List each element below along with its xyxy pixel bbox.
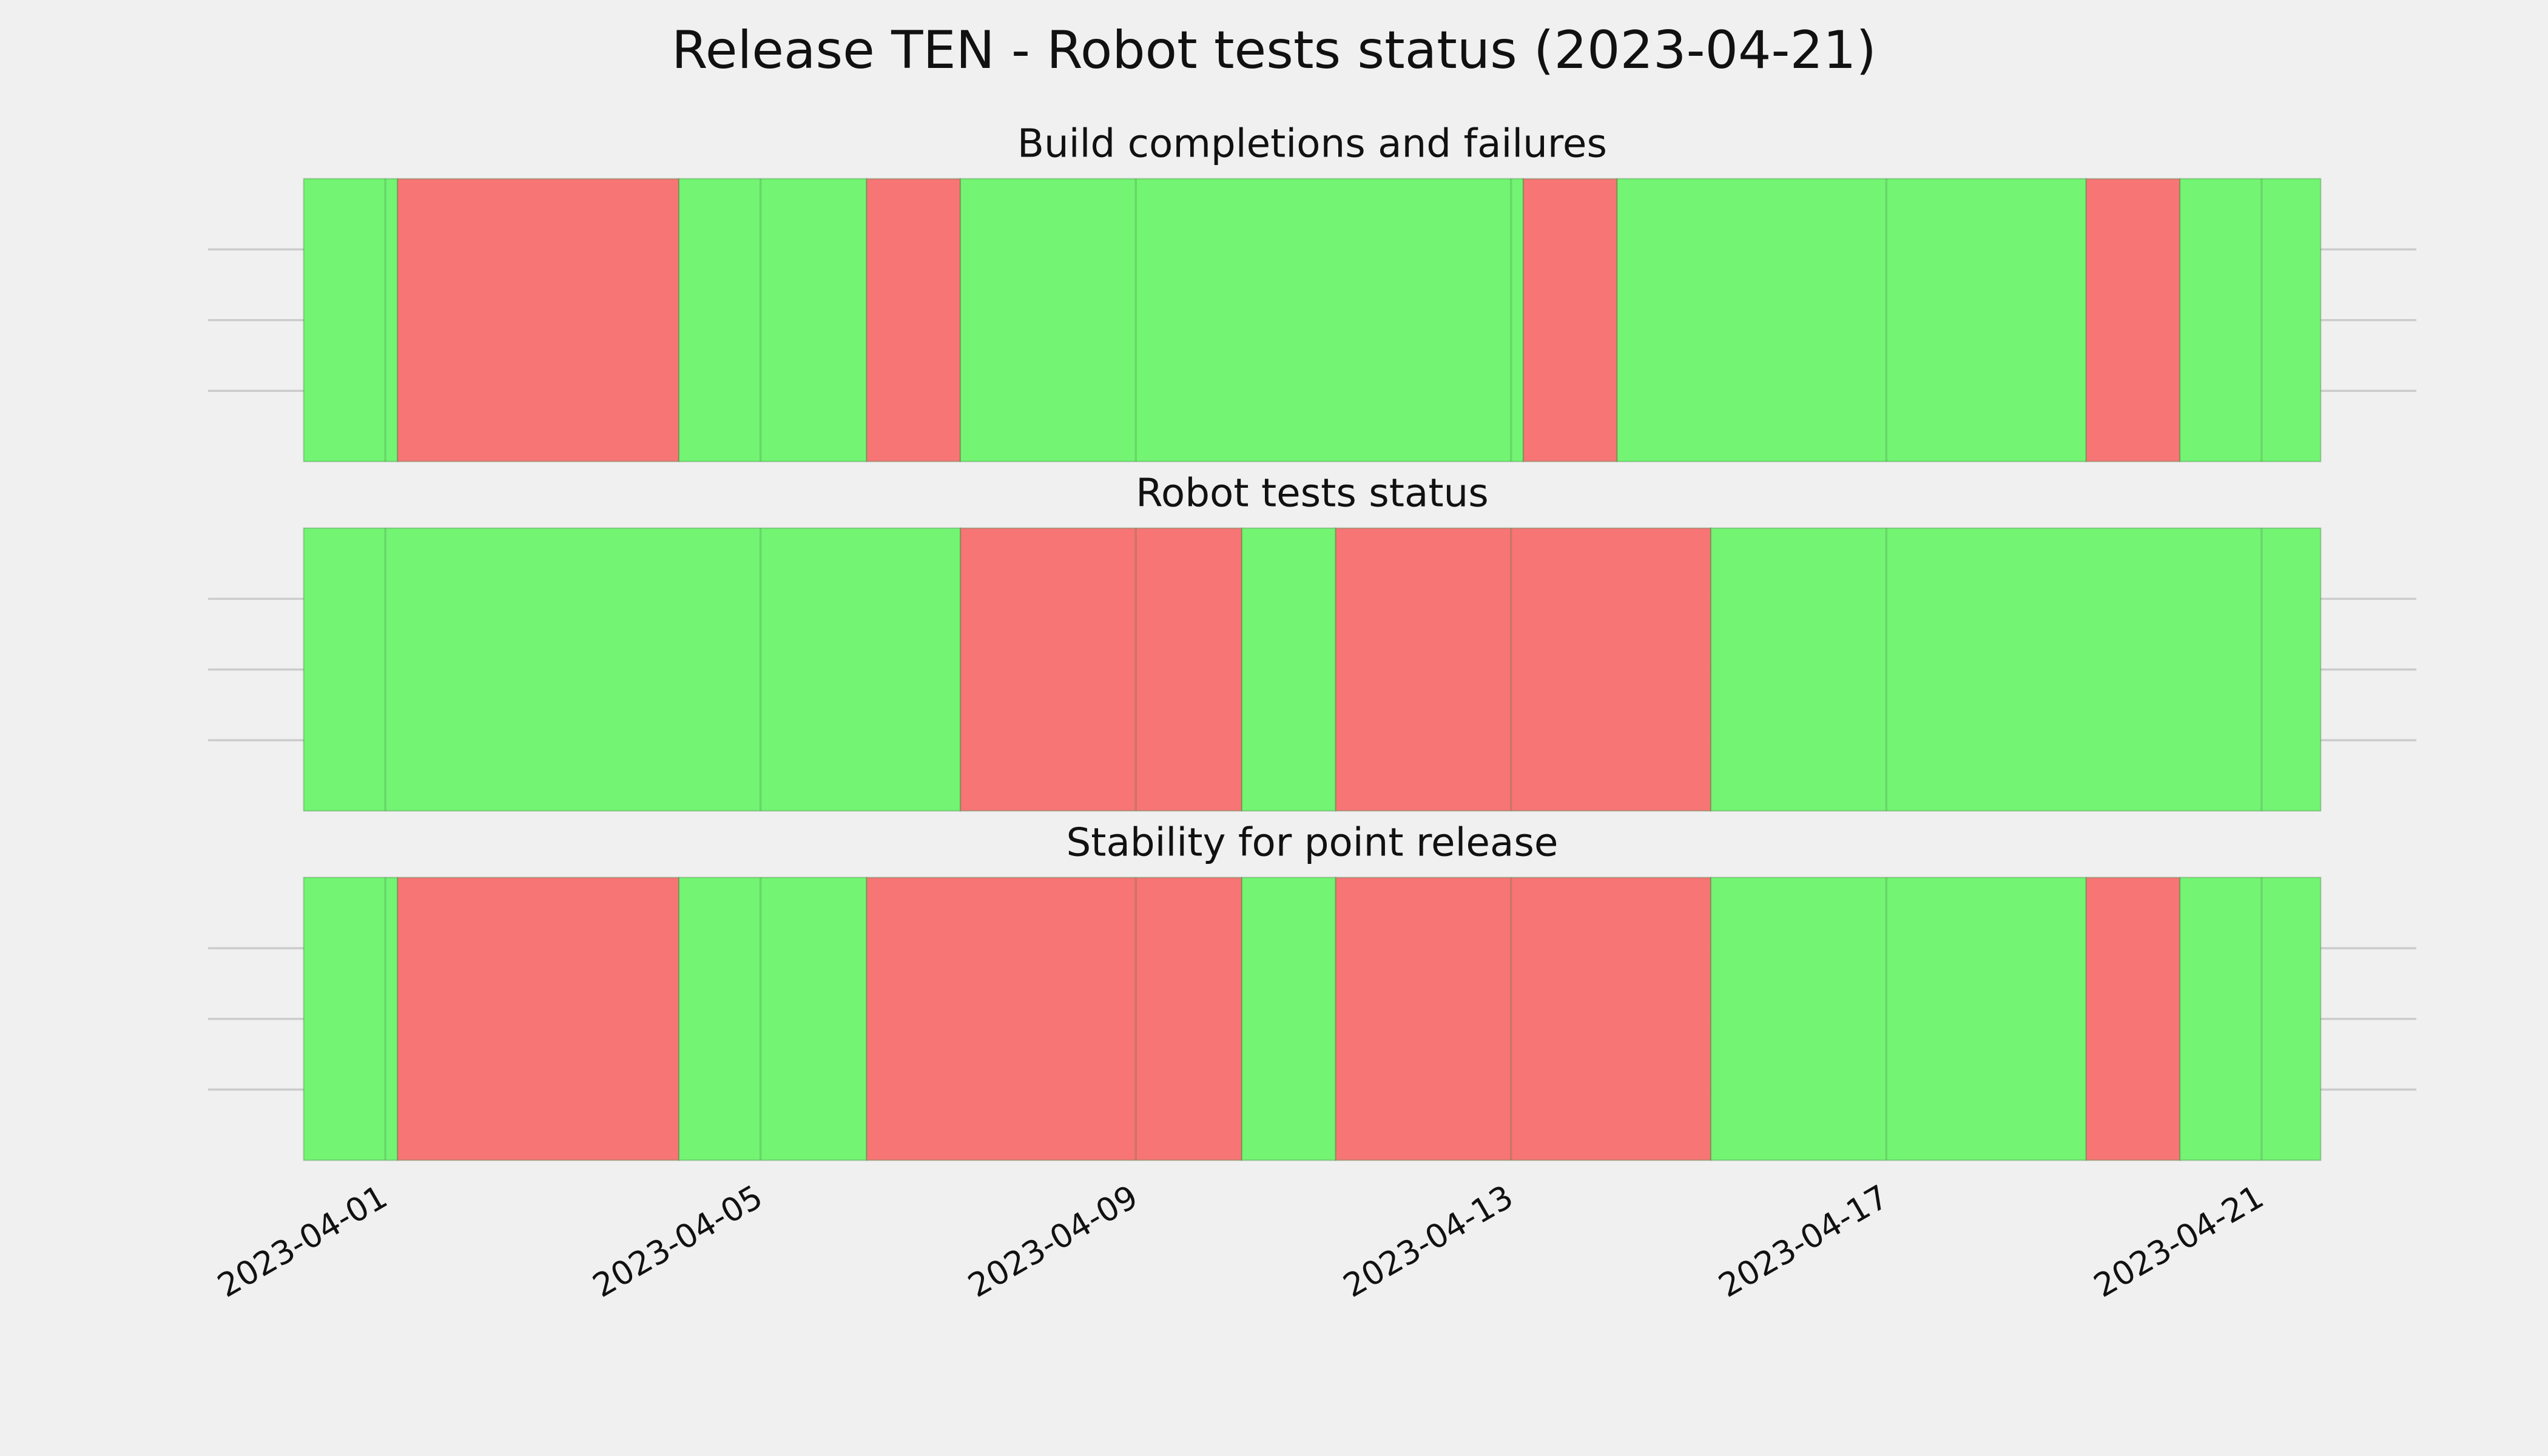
subplot-title: Build completions and failures: [1017, 121, 1607, 167]
status-segment: [1710, 877, 2087, 1161]
status-segment: [959, 527, 1243, 812]
status-segment: [1335, 877, 1712, 1161]
status-segment: [397, 877, 680, 1161]
status-segment: [1241, 527, 1336, 812]
subplot-title: Stability for point release: [1067, 820, 1559, 865]
status-segment: [2085, 178, 2181, 462]
status-segment: [2179, 178, 2322, 462]
status-segment: [2085, 877, 2181, 1161]
status-segment: [1616, 178, 2087, 462]
status-segment: [678, 178, 868, 462]
status-segment: [397, 178, 680, 462]
status-segment: [303, 178, 399, 462]
status-segment: [678, 877, 868, 1161]
status-segment: [1522, 178, 1618, 462]
subplot-title: Robot tests status: [1136, 471, 1489, 516]
status-segment: [1710, 527, 2322, 812]
chart-title: Release TEN - Robot tests status (2023-0…: [672, 20, 1876, 81]
status-segment: [866, 877, 1243, 1161]
status-segment: [2179, 877, 2322, 1161]
status-segment: [303, 527, 962, 812]
status-segment: [866, 178, 962, 462]
status-segment: [1335, 527, 1712, 812]
status-segment: [1241, 877, 1336, 1161]
status-segment: [303, 877, 399, 1161]
status-segment: [959, 178, 1524, 462]
